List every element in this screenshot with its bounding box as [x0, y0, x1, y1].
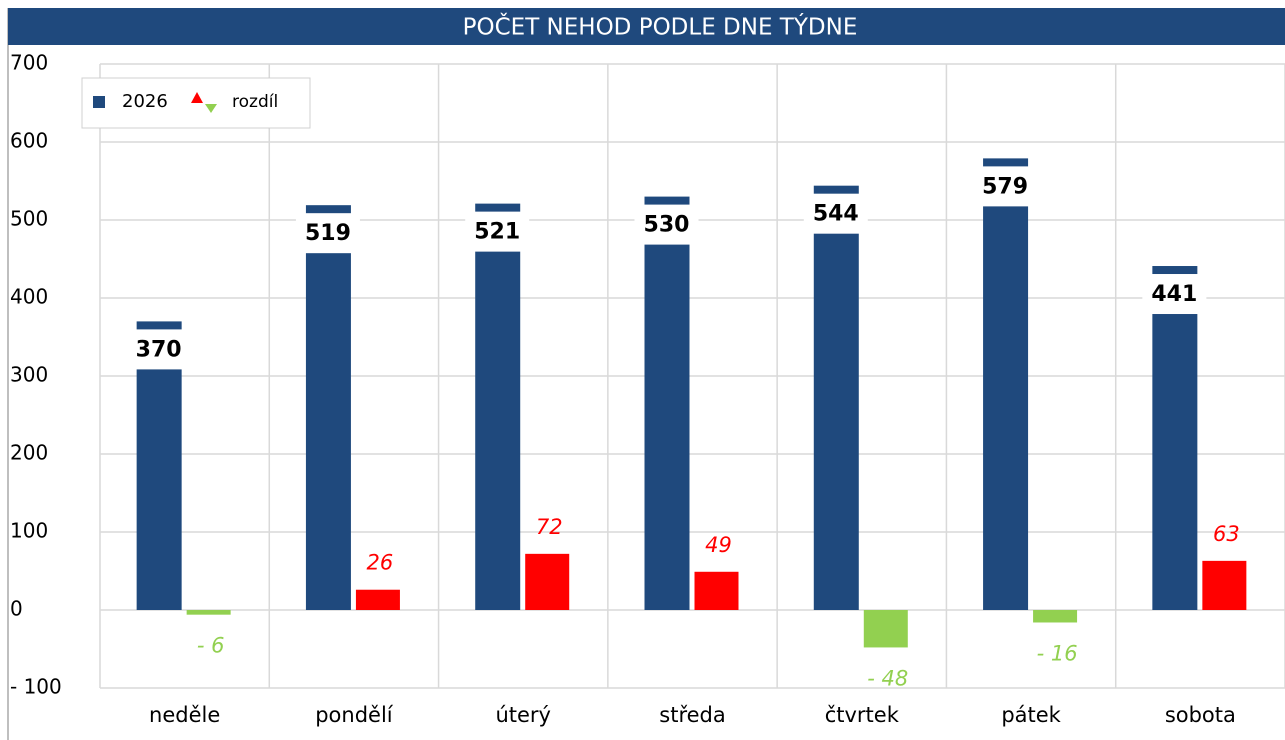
value-label: 521: [474, 220, 520, 245]
bar: [186, 610, 231, 615]
bar: [1202, 560, 1247, 610]
bar: [1152, 266, 1198, 610]
y-tick-label: 100: [10, 519, 48, 543]
bar: [355, 589, 400, 610]
y-tick-label: 500: [10, 207, 48, 231]
grid: - 100 0 100 200 300 400 500 600 700: [10, 51, 1285, 699]
y-tick-label: 400: [10, 285, 48, 309]
legend-label: 2026: [122, 91, 168, 112]
value-label: 63: [1213, 522, 1240, 546]
y-tick-label: 700: [10, 51, 48, 75]
value-label-bg: [465, 211, 530, 252]
x-tick-label: sobota: [1165, 703, 1236, 727]
value-label: 579: [982, 174, 1028, 199]
y-tick-label: 200: [10, 441, 48, 465]
value-label: - 48: [867, 666, 908, 690]
bar: [305, 205, 351, 610]
x-tick-label: středa: [659, 703, 725, 727]
bar: [694, 571, 739, 610]
x-tick-label: úterý: [495, 703, 551, 727]
value-label: 49: [705, 533, 732, 557]
legend-swatch: [205, 104, 217, 113]
bar: [813, 185, 859, 610]
value-label: 72: [536, 515, 563, 539]
value-label-bg: [295, 213, 360, 254]
value-label: - 6: [197, 634, 225, 658]
value-label: 370: [136, 337, 182, 362]
value-label: 519: [305, 221, 351, 246]
legend-label: rozdíl: [232, 92, 278, 112]
marks: neděle 370 - 6 pondělí 519 26 úterý 521 72 středa…: [126, 158, 1247, 727]
x-tick-label: pátek: [1001, 703, 1061, 727]
bar: [475, 203, 521, 610]
y-tick-label: - 100: [10, 675, 62, 699]
y-tick-label: 300: [10, 363, 48, 387]
title-bar: [8, 8, 1285, 45]
value-label-bg: [1142, 274, 1207, 315]
bar: [525, 553, 570, 610]
value-label: 26: [367, 551, 394, 575]
value-label-bg: [803, 193, 868, 234]
value-label: 544: [813, 202, 859, 227]
value-label-bg: [634, 204, 699, 245]
x-tick-label: neděle: [149, 703, 220, 727]
bar: [863, 610, 908, 648]
x-tick-label: pondělí: [315, 703, 394, 727]
y-tick-label: 0: [10, 597, 23, 621]
value-label: 530: [644, 213, 690, 238]
value-label: 441: [1151, 282, 1197, 307]
bar: [136, 321, 182, 610]
value-label-bg: [126, 329, 191, 370]
legend-swatch: [191, 92, 203, 103]
y-tick-label: 600: [10, 129, 48, 153]
bar: [1033, 610, 1078, 623]
value-label: - 16: [1037, 641, 1078, 665]
bar: [644, 196, 690, 610]
value-label-bg: [973, 166, 1038, 207]
chart-title: POČET NEHOD PODLE DNE TÝDNE: [463, 13, 858, 41]
x-tick-label: čtvrtek: [825, 703, 900, 727]
bar: [983, 158, 1029, 610]
legend: 2026 rozdíl: [81, 77, 311, 129]
legend-swatch: [93, 96, 105, 108]
